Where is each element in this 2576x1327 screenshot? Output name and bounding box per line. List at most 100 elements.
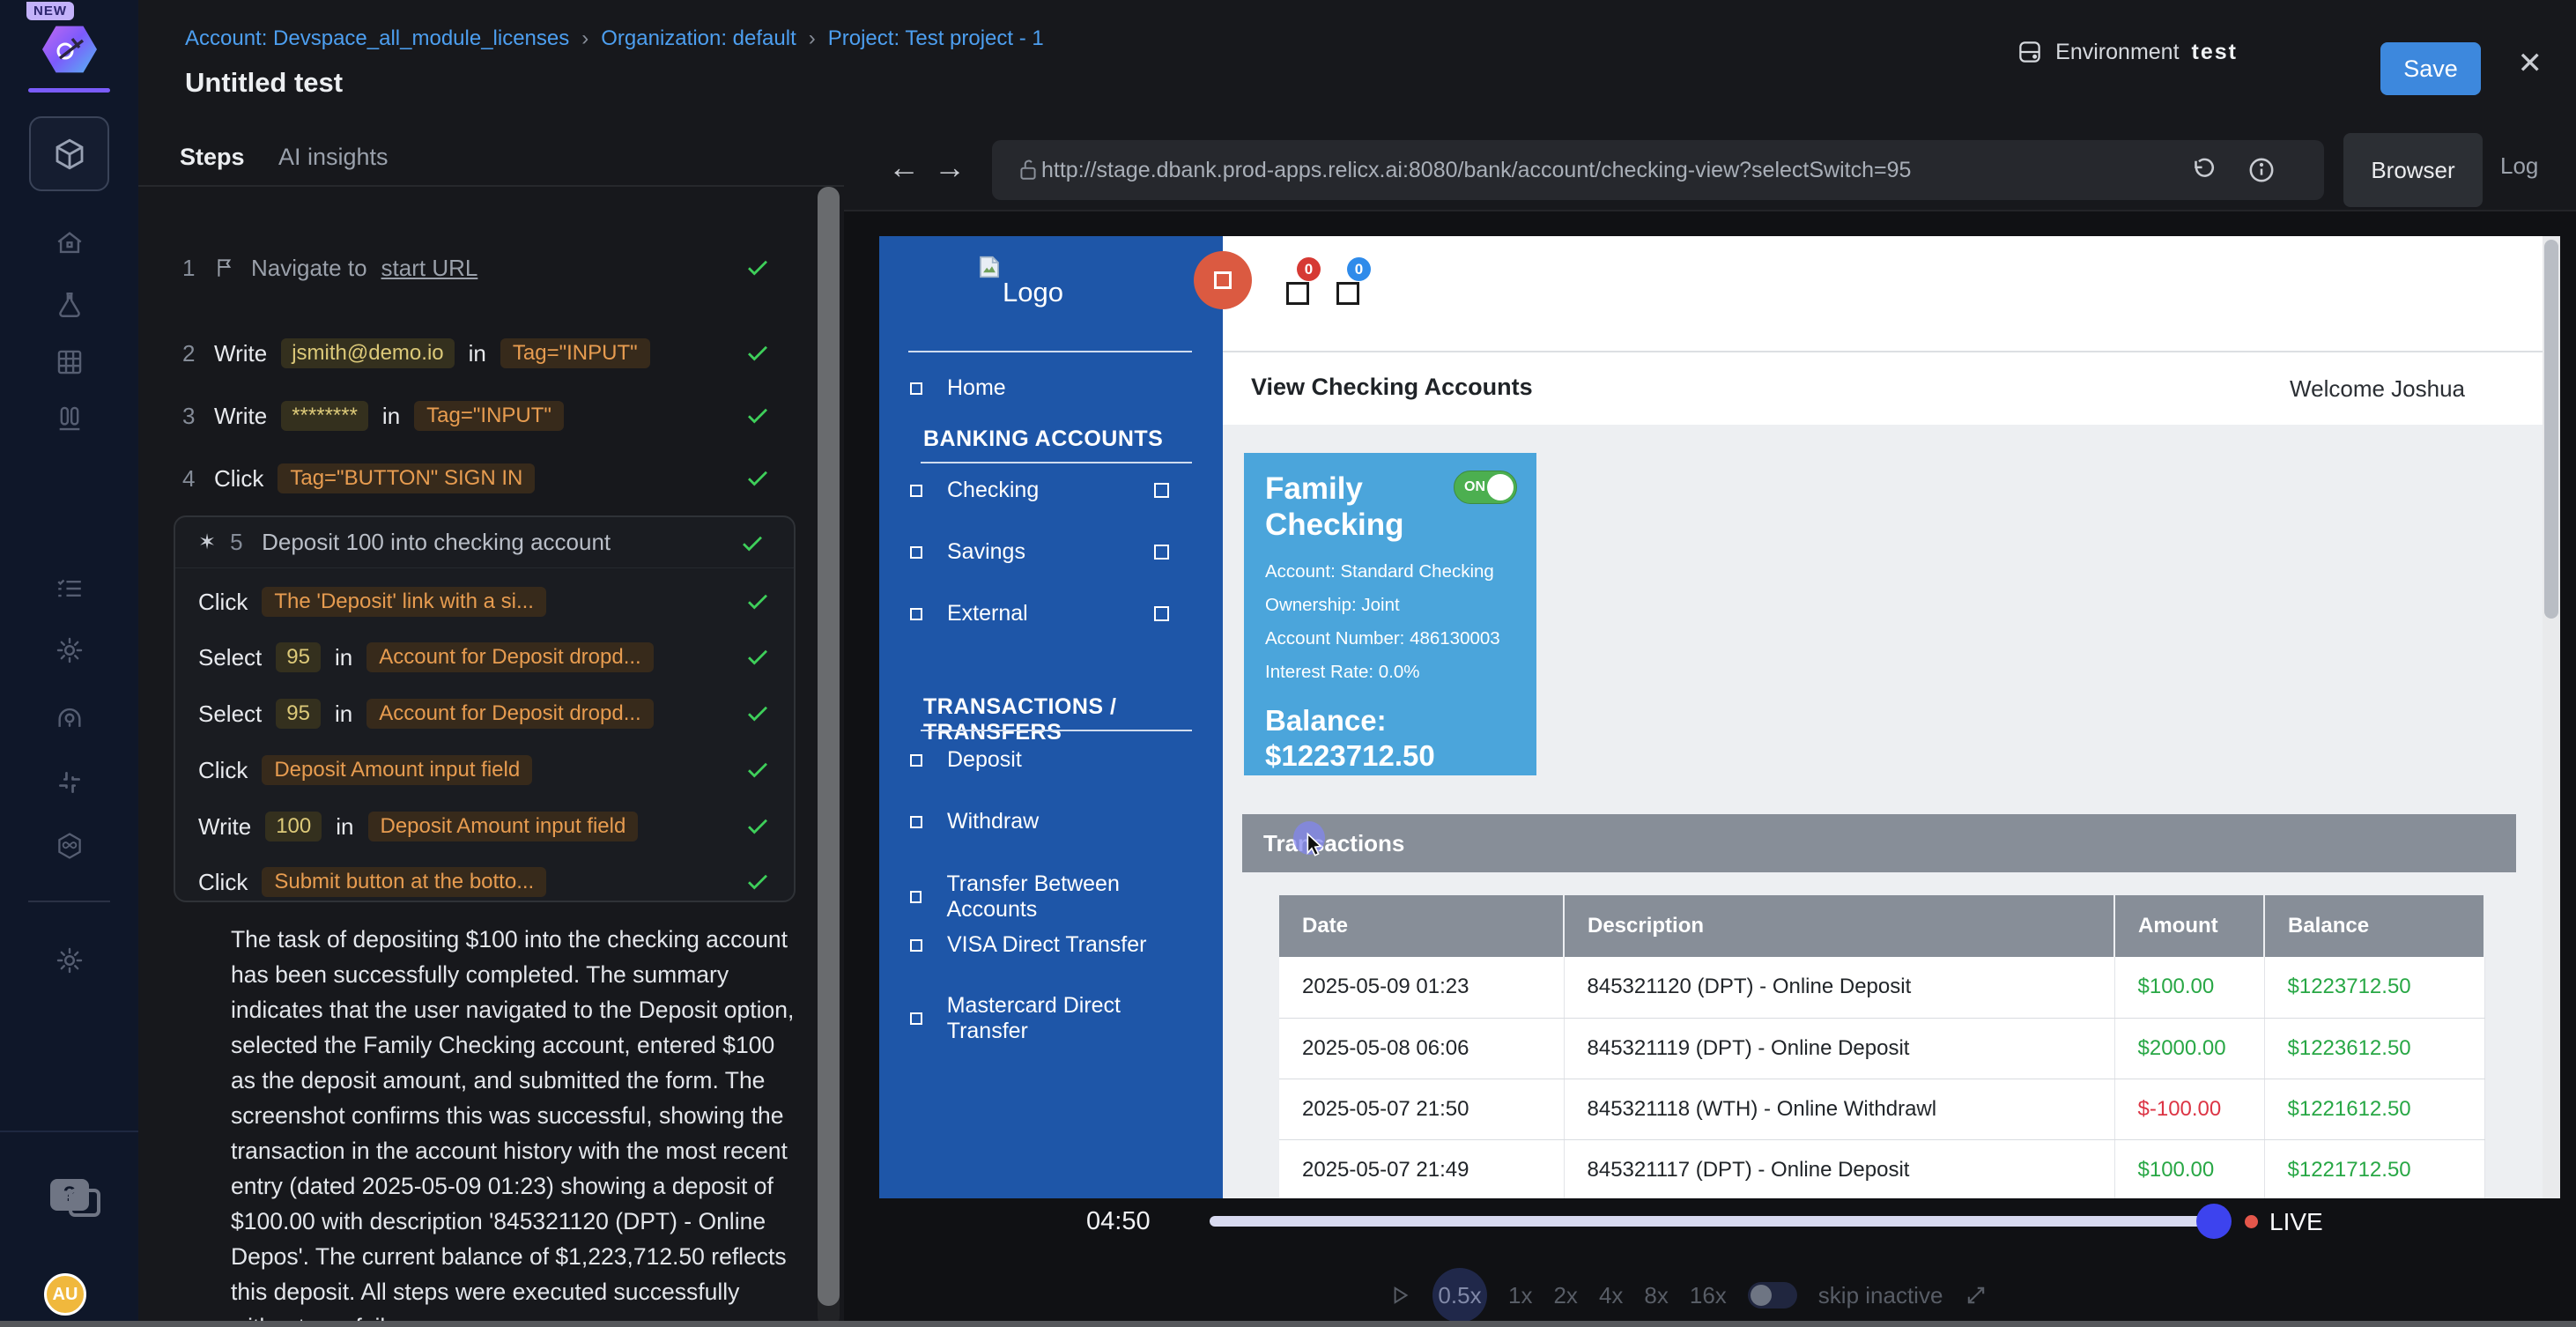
step-group-header[interactable]: ✶ 5 Deposit 100 into checking account — [175, 517, 794, 568]
window-icon[interactable] — [1286, 282, 1309, 305]
breadcrumb-project[interactable]: Project: Test project - 1 — [827, 26, 1044, 50]
steps-scrollbar[interactable] — [818, 187, 840, 1327]
speed-option-active[interactable]: 0.5x — [1432, 1268, 1487, 1323]
tab-log[interactable]: Log — [2500, 152, 2539, 179]
substep-row-2[interactable]: Select 95 in Account for Deposit dropd..… — [198, 638, 773, 677]
cicd-icon[interactable] — [55, 831, 85, 861]
bank-scrollbar-thumb[interactable] — [2544, 240, 2558, 619]
settings-icon[interactable] — [55, 945, 85, 975]
bank-scrollbar[interactable] — [2543, 236, 2560, 1198]
skip-inactive-label[interactable]: skip inactive — [1817, 1281, 1943, 1308]
bank-nav-deposit[interactable]: Deposit — [910, 747, 1201, 773]
close-icon[interactable]: ✕ — [2517, 47, 2543, 80]
seek-bar[interactable] — [1210, 1216, 2214, 1227]
tab-steps[interactable]: Steps — [180, 144, 245, 170]
step-value-badge: 95 — [276, 699, 321, 729]
live-label[interactable]: LIVE — [2269, 1208, 2323, 1235]
cell-date: 2025-05-07 21:49 — [1279, 1139, 1565, 1198]
new-badge: NEW — [26, 2, 74, 20]
substep-row-6[interactable]: Click Submit button at the botto... — [198, 863, 773, 901]
cell-description: 845321119 (DPT) - Online Deposit — [1564, 1018, 2115, 1079]
record-stop-button[interactable] — [1194, 251, 1252, 309]
substep-row-4[interactable]: Click Deposit Amount input field — [198, 751, 773, 790]
home-icon[interactable] — [55, 228, 85, 258]
bullet-square-icon — [910, 484, 922, 497]
speed-option[interactable]: 4x — [1598, 1281, 1624, 1308]
sidebar-item-builder-active[interactable] — [29, 116, 109, 191]
test-tubes-icon[interactable] — [55, 404, 85, 434]
bullet-square-icon — [910, 815, 922, 828]
bank-nav-mastercard-transfer[interactable]: Mastercard Direct Transfer — [910, 993, 1201, 1044]
start-url-link[interactable]: start URL — [381, 254, 478, 281]
flask-icon[interactable] — [55, 290, 85, 320]
bullet-square-icon — [910, 938, 922, 952]
breadcrumb-organization[interactable]: Organization: default — [601, 26, 796, 50]
right-square-icon — [1154, 483, 1169, 498]
breadcrumb: Account: Devspace_all_module_licenses › … — [185, 26, 1044, 51]
skip-inactive-toggle[interactable] — [1747, 1282, 1797, 1308]
url-bar[interactable]: http://stage.dbank.prod-apps.relicx.ai:8… — [992, 140, 2324, 200]
step-row-2[interactable]: 2 Write jsmith@demo.io in Tag="INPUT" — [182, 334, 799, 373]
bank-nav-transfer[interactable]: Transfer Between Accounts — [910, 871, 1201, 923]
tab-browser[interactable]: Browser — [2343, 133, 2483, 207]
environment-icon — [2019, 41, 2040, 63]
bank-nav-visa-transfer[interactable]: VISA Direct Transfer — [910, 932, 1201, 958]
window-icon[interactable] — [1336, 282, 1359, 305]
play-icon[interactable] — [1388, 1283, 1411, 1308]
right-square-icon — [1154, 606, 1169, 621]
bank-content: Family Checking ON Account: Standard Che… — [1223, 425, 2543, 1198]
checklist-icon[interactable] — [55, 574, 85, 604]
account-toggle-on[interactable]: ON — [1454, 471, 1517, 504]
transactions-header-bar[interactable]: Transactions — [1242, 814, 2516, 872]
refresh-icon[interactable] — [2188, 155, 2218, 185]
back-arrow-icon[interactable]: ← — [888, 149, 920, 185]
step-selector-badge: Submit button at the botto... — [262, 867, 547, 897]
url-text[interactable]: http://stage.dbank.prod-apps.relicx.ai:8… — [1041, 157, 1912, 182]
info-icon[interactable] — [2247, 155, 2276, 185]
step-row-4[interactable]: 4 Click Tag="BUTTON" SIGN IN — [182, 459, 799, 498]
breadcrumb-account[interactable]: Account: Devspace_all_module_licenses — [185, 26, 570, 50]
step-row-1[interactable]: 1 Navigate to start URL — [182, 248, 799, 287]
bank-nav-withdraw[interactable]: Withdraw — [910, 809, 1201, 834]
environment-selector[interactable]: Environment test — [2017, 39, 2238, 65]
cube-icon — [56, 138, 83, 169]
speed-controls: 0.5x 1x 2x 4x 8x 16x skip inactive — [1388, 1267, 2058, 1323]
bank-nav-label: Deposit — [947, 747, 1022, 772]
bank-nav-label: Savings — [947, 539, 1025, 564]
seek-knob[interactable] — [2196, 1204, 2232, 1239]
save-button[interactable]: Save — [2380, 42, 2481, 95]
substep-row-1[interactable]: Click The 'Deposit' link with a si... — [198, 582, 773, 621]
test-title[interactable]: Untitled test — [185, 67, 344, 98]
step-number: 5 — [230, 529, 243, 555]
bank-nav-external[interactable]: External — [910, 601, 1201, 626]
speed-option[interactable]: 8x — [1644, 1281, 1669, 1308]
tab-ai-insights[interactable]: AI insights — [278, 144, 389, 170]
fullscreen-icon[interactable] — [1964, 1283, 1988, 1308]
bank-nav-savings[interactable]: Savings — [910, 539, 1201, 565]
gear-icon[interactable] — [55, 635, 85, 665]
inspector-icon[interactable] — [55, 703, 85, 733]
grid-icon[interactable] — [55, 347, 85, 377]
steps-tabbar: Steps AI insights — [138, 128, 844, 187]
broken-image-icon — [980, 256, 999, 278]
step-selector-badge: Deposit Amount input field — [367, 812, 639, 841]
col-header-description: Description — [1564, 895, 2115, 957]
account-card-family-checking[interactable]: Family Checking ON Account: Standard Che… — [1244, 453, 1536, 775]
slack-icon[interactable] — [55, 767, 85, 797]
steps-scrollbar-thumb[interactable] — [818, 187, 840, 1306]
speed-option[interactable]: 1x — [1508, 1281, 1533, 1308]
bank-nav-checking[interactable]: Checking — [910, 478, 1201, 503]
bank-nav-home[interactable]: Home — [910, 375, 1201, 401]
bank-logo[interactable]: Logo — [976, 254, 1063, 308]
speed-option[interactable]: 2x — [1553, 1281, 1578, 1308]
cell-balance: $1223612.50 — [2264, 1018, 2485, 1079]
forward-arrow-icon[interactable]: → — [934, 149, 966, 185]
account-detail: Interest Rate: 0.0% — [1265, 662, 1420, 682]
substep-row-5[interactable]: Write 100 in Deposit Amount input field — [198, 807, 773, 846]
speed-option[interactable]: 16x — [1689, 1281, 1727, 1308]
cell-date: 2025-05-07 21:50 — [1279, 1079, 1565, 1140]
substep-row-3[interactable]: Select 95 in Account for Deposit dropd..… — [198, 694, 773, 733]
notification-badge: 0 — [1297, 257, 1321, 281]
user-avatar[interactable]: AU — [44, 1273, 86, 1316]
step-row-3[interactable]: 3 Write ******** in Tag="INPUT" — [182, 397, 799, 435]
